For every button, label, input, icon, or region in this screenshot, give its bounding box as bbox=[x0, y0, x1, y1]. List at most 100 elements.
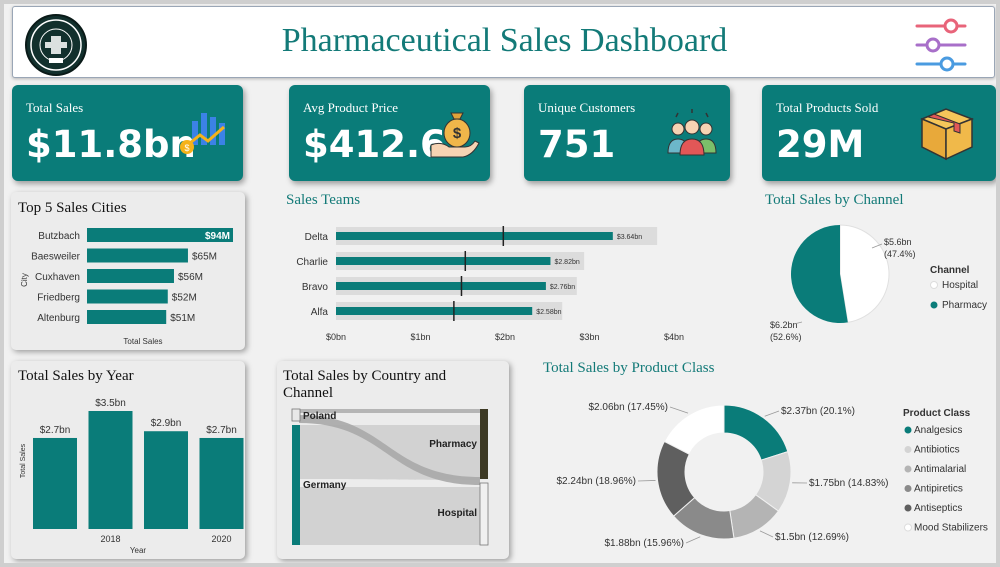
country-channel-sankey: Poland Germany Pharmacy Hospital bbox=[291, 408, 489, 546]
legend-title: Channel bbox=[930, 265, 970, 276]
city-data-label: $51M bbox=[170, 313, 195, 324]
kpi-label: Unique Customers bbox=[538, 100, 636, 115]
product-slice bbox=[663, 404, 725, 455]
top-5-sales-cities-card: Top 5 Sales Cities Butzbach $94M Baesweile… bbox=[11, 192, 245, 350]
sankey-flow bbox=[299, 409, 480, 413]
legend-label: Antimalarial bbox=[914, 464, 966, 475]
year-bar bbox=[88, 411, 133, 529]
channel-data-label: $6.2bn bbox=[770, 320, 798, 330]
kpi-total-products-sold: Total Products Sold 29M bbox=[762, 85, 996, 181]
kpi-value: $11.8bn bbox=[26, 123, 196, 166]
city-label: Friedberg bbox=[37, 293, 80, 304]
sankey-label: Poland bbox=[303, 411, 336, 422]
sankey-node-hospital bbox=[479, 482, 489, 546]
legend-marker bbox=[904, 446, 912, 453]
legend-marker bbox=[904, 523, 912, 532]
channel-leader-line bbox=[793, 321, 803, 325]
team-label: Bravo bbox=[302, 282, 329, 293]
sankey-node-poland bbox=[291, 408, 301, 422]
city-label: Butzbach bbox=[38, 231, 80, 242]
svg-text:$: $ bbox=[453, 125, 462, 142]
team-data-label: $2.82bn bbox=[554, 259, 579, 266]
chart-title: Total Sales by Country and Channel bbox=[283, 368, 447, 401]
x-tick-label: $1bn bbox=[410, 332, 430, 342]
legend-marker bbox=[930, 281, 938, 289]
pharmacy-logo bbox=[25, 14, 87, 76]
sankey-label: Hospital bbox=[438, 508, 478, 519]
sankey-label: Pharmacy bbox=[429, 439, 477, 450]
city-data-label: $52M bbox=[172, 293, 197, 304]
team-data-label: $2.58bn bbox=[536, 309, 561, 316]
legend-label: Antipiretics bbox=[914, 484, 963, 495]
sales-by-year-chart: $2.7bn $3.5bn 2018 $2.9bn $2.7bn 2020 Year Tota… bbox=[20, 398, 244, 555]
product-data-label: $2.06bn (17.45%) bbox=[588, 402, 668, 413]
legend-label: Mood Stabilizers bbox=[914, 523, 988, 534]
product-leader-line bbox=[637, 480, 656, 482]
x-tick-label: $2bn bbox=[495, 332, 515, 342]
x-tick-label: $0bn bbox=[326, 332, 346, 342]
year-data-label: $2.9bn bbox=[151, 418, 182, 429]
city-data-label: $94M bbox=[205, 231, 230, 242]
product-data-label: $1.5bn (12.69%) bbox=[775, 532, 849, 543]
product-class-title: Total Sales by Product Class bbox=[543, 360, 715, 376]
country-channel-card: Total Sales by Country and Channel Polan… bbox=[277, 361, 509, 559]
team-data-label: $3.64bn bbox=[617, 234, 642, 241]
channel-title: Total Sales by Channel bbox=[765, 192, 904, 208]
legend-label: Pharmacy bbox=[942, 300, 987, 311]
legend-label: Analgesics bbox=[914, 425, 962, 436]
product-leader-line bbox=[764, 410, 780, 417]
dashboard: Pharmaceutical Sales Dashboard Total Sal… bbox=[4, 4, 996, 563]
kpi-label: Total Sales bbox=[26, 100, 84, 115]
team-label: Alfa bbox=[311, 307, 329, 318]
product-class-donut-chart: $2.37bn (20.1%) $1.75bn (14.83%) $1.5bn (1… bbox=[556, 402, 988, 549]
chart-title: Total Sales by Year bbox=[18, 368, 134, 384]
sankey-node-germany bbox=[292, 425, 300, 545]
sales-by-year-card: Total Sales by Year $2.7bn $3.5bn 2018 $2.9… bbox=[11, 361, 245, 559]
sankey-node-pharmacy bbox=[480, 409, 488, 479]
people-group-icon bbox=[667, 109, 717, 156]
city-bar bbox=[87, 310, 167, 324]
city-data-label: $65M bbox=[192, 252, 217, 263]
team-value-bar bbox=[336, 257, 551, 265]
product-data-label: $2.24bn (18.96%) bbox=[556, 476, 636, 487]
year-bar bbox=[144, 431, 188, 529]
kpi-label: Avg Product Price bbox=[303, 100, 399, 115]
city-data-label: $56M bbox=[178, 272, 203, 283]
header-bar: Pharmaceutical Sales Dashboard bbox=[12, 6, 995, 78]
year-bar bbox=[33, 437, 77, 529]
x-tick-label: 2020 bbox=[211, 534, 231, 544]
team-value-bar bbox=[336, 307, 533, 315]
product-data-label: $2.37bn (20.1%) bbox=[781, 406, 855, 417]
sales-teams-title: Sales Teams bbox=[286, 192, 361, 208]
city-bar bbox=[87, 228, 233, 242]
product-data-label: $1.88bn (15.96%) bbox=[604, 538, 684, 549]
team-data-label: $2.76bn bbox=[550, 284, 575, 291]
kpi-unique-customers: Unique Customers 751 bbox=[524, 85, 730, 181]
box-icon bbox=[920, 108, 975, 161]
y-axis-title: Total Sales bbox=[20, 443, 27, 478]
sankey-flow bbox=[299, 487, 480, 545]
legend-label: Antibiotics bbox=[914, 445, 960, 456]
chart-title: Top 5 Sales Cities bbox=[18, 200, 127, 216]
team-label: Delta bbox=[305, 232, 329, 243]
team-value-bar bbox=[336, 232, 613, 240]
team-label: Charlie bbox=[296, 257, 328, 268]
channel-data-label: $5.6bn bbox=[884, 237, 912, 247]
product-slice bbox=[723, 404, 789, 461]
bar-chart-coin-icon: $ bbox=[180, 113, 225, 154]
kpi-value: $412.6 bbox=[303, 123, 446, 166]
year-data-label: $2.7bn bbox=[206, 425, 237, 436]
city-label: Cuxhaven bbox=[35, 272, 80, 283]
kpi-avg-product-price: Avg Product Price $412.6 $ bbox=[289, 85, 490, 181]
x-tick-label: 2018 bbox=[100, 534, 120, 544]
x-tick-label: $4bn bbox=[664, 332, 684, 342]
kpi-total-sales: Total Sales $11.8bn $ bbox=[12, 85, 243, 181]
filter-sliders-icon[interactable] bbox=[911, 16, 971, 74]
product-leader-line bbox=[759, 530, 774, 538]
kpi-label: Total Products Sold bbox=[776, 100, 879, 115]
legend-label: Hospital bbox=[942, 280, 978, 291]
legend-title: Product Class bbox=[903, 408, 971, 419]
year-data-label: $3.5bn bbox=[95, 398, 126, 409]
product-data-label: $1.75bn (14.83%) bbox=[809, 478, 889, 489]
year-data-label: $2.7bn bbox=[40, 425, 71, 436]
